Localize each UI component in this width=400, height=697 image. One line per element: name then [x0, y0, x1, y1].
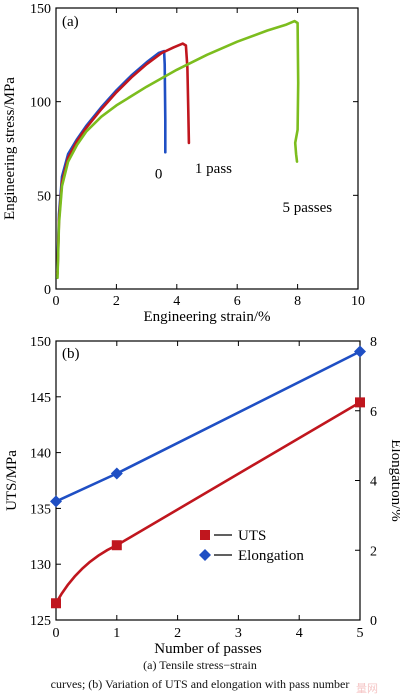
y-axis-label-a: Engineering stress/MPa [2, 77, 18, 220]
panel-label-b: (b) [62, 346, 80, 362]
x-tick-label-b: 5 [357, 626, 364, 641]
legend-uts-marker [200, 530, 210, 540]
y2-tick-label-b: 6 [370, 405, 377, 420]
y2-tick-label-b: 2 [370, 544, 377, 559]
y-tick-label-a: 150 [30, 2, 51, 17]
y-axis-label-b: UTS/MPa [4, 450, 20, 511]
elongation-marker [110, 467, 123, 480]
plot-frame-a [55, 7, 359, 290]
legend-uts-label: UTS [238, 528, 266, 544]
x-tick-label-b: 4 [296, 626, 303, 641]
y-tick-label-b: 145 [30, 391, 51, 406]
x-tick-label-b: 2 [174, 626, 181, 641]
y2-axis-label-b: Elongation/% [388, 439, 400, 522]
series-label-2: 5 passes [283, 200, 333, 216]
x-tick-label-a: 6 [234, 294, 241, 309]
series-line-elongation [55, 350, 361, 503]
uts-marker [111, 540, 122, 551]
elongation-marker [50, 495, 62, 508]
uts-marker [51, 598, 61, 609]
x-tick-label-a: 4 [173, 294, 180, 309]
series-label-1: 1 pass [195, 161, 232, 177]
x-tick-label-b: 0 [53, 626, 60, 641]
y-tick-label-b: 150 [30, 335, 51, 350]
series-line-pass-1 [56, 42, 191, 276]
y2-tick-label-b: 4 [370, 475, 377, 490]
x-axis-label-b: Number of passes [154, 641, 262, 657]
y-tick-label-a: 100 [30, 96, 51, 111]
x-axis-label-a: Engineering strain/% [143, 309, 270, 325]
legend-elongation-marker [199, 549, 211, 561]
panel-label-a: (a) [62, 14, 79, 30]
x-tick-label-a: 2 [113, 294, 120, 309]
y-tick-label-b: 130 [30, 558, 51, 573]
y-tick-label-b: 135 [30, 502, 51, 517]
caption-line-1: (a) Tensile stress−strain [143, 658, 257, 672]
x-tick-label-a: 8 [294, 294, 301, 309]
x-tick-label-b: 1 [113, 626, 120, 641]
x-tick-label-a: 0 [53, 294, 60, 309]
uts-marker [355, 397, 365, 408]
x-tick-label-a: 10 [351, 294, 365, 309]
series-label-0: 0 [155, 166, 163, 182]
legend-elongation-label: Elongation [238, 548, 304, 564]
y-tick-label-a: 50 [37, 189, 51, 204]
caption-line-2: curves; (b) Variation of UTS and elongat… [50, 677, 350, 691]
series-line-pass-5 [56, 19, 300, 280]
watermark: 量网 [356, 682, 378, 695]
elongation-marker [354, 345, 366, 358]
y-tick-label-b: 140 [30, 447, 51, 462]
y2-tick-label-b: 8 [370, 335, 377, 350]
y2-tick-label-b: 0 [370, 614, 377, 629]
y-tick-label-a: 0 [44, 283, 51, 298]
y-tick-label-b: 125 [30, 614, 51, 629]
x-tick-label-b: 3 [235, 626, 242, 641]
series-line-uts [54, 401, 361, 604]
